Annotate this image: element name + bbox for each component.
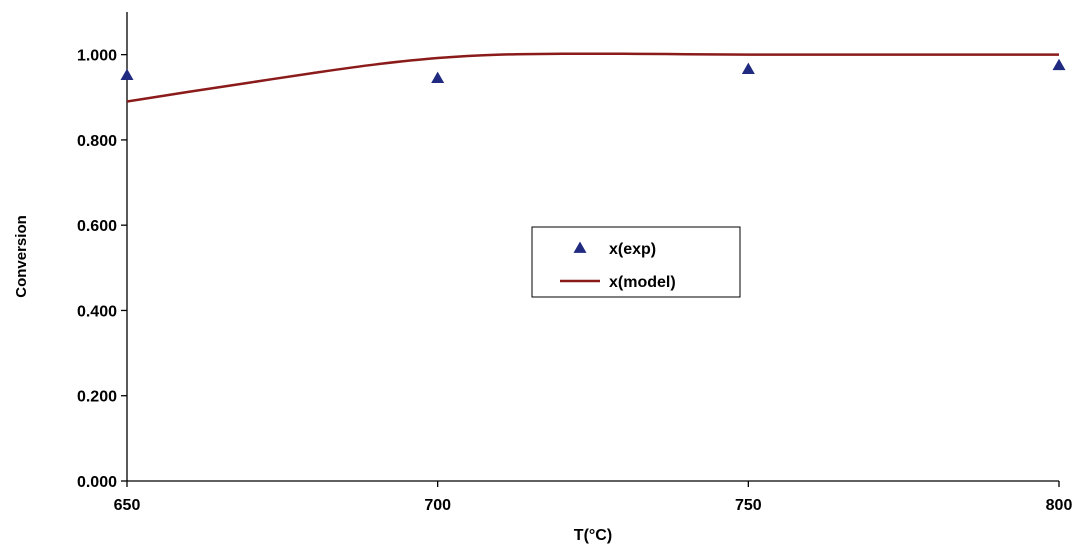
x-axis-title: T(°C) [574, 527, 612, 544]
model-series-line [126, 52, 1059, 103]
x-tick-label: 700 [424, 497, 451, 514]
axes: 0.000 0.200 0.400 0.600 0.800 1.000 650 700 750… [77, 12, 1072, 514]
exp-data-point [1052, 58, 1066, 71]
exp-data-point [431, 71, 445, 83]
legend-marker-triangle [573, 241, 587, 253]
exp-data-point [120, 68, 134, 80]
y-tick-label: 0.600 [77, 218, 117, 235]
y-ticks: 0.000 0.200 0.400 0.600 0.800 1.000 [77, 48, 127, 491]
series-layer [120, 52, 1066, 103]
y-tick-label: 0.000 [77, 474, 117, 491]
y-axis-title: Conversion [13, 215, 30, 298]
legend-label-model: x(model) [609, 274, 676, 291]
legend-box [531, 226, 741, 298]
legend-label-exp: x(exp) [609, 241, 656, 258]
x-tick-label: 650 [114, 497, 141, 514]
x-tick-label: 750 [735, 497, 762, 514]
x-ticks: 650 700 750 800 [114, 481, 1073, 514]
x-tick-label: 800 [1046, 497, 1073, 514]
y-tick-label: 0.200 [77, 389, 117, 406]
y-tick-label: 0.800 [77, 133, 117, 150]
y-tick-label: 1.000 [77, 48, 117, 65]
y-tick-label: 0.400 [77, 303, 117, 320]
legend: x(exp) x(model) [531, 226, 741, 298]
exp-data-point [741, 62, 755, 75]
